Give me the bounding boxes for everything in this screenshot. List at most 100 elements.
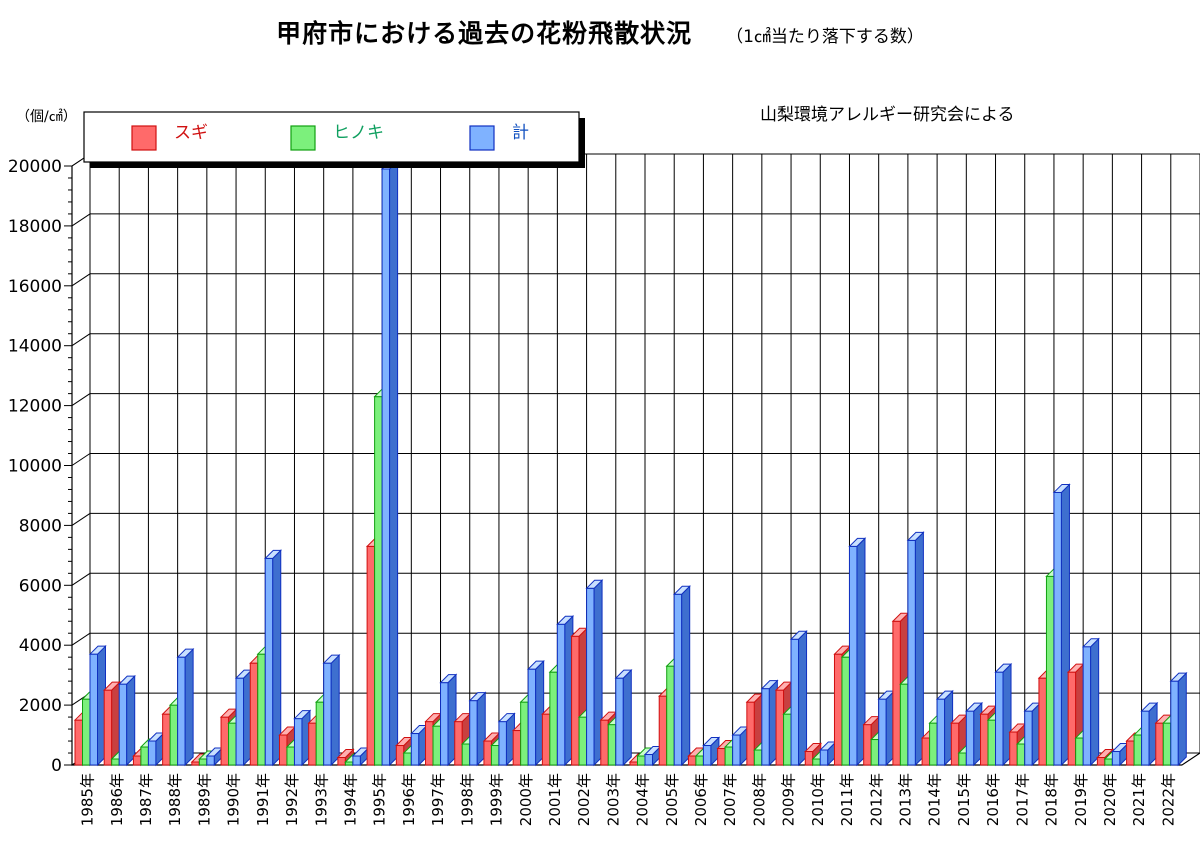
bar-top bbox=[556, 615, 575, 625]
bar-total-1997年 bbox=[439, 673, 458, 767]
bar-front bbox=[1162, 722, 1172, 766]
bar-total-2022年 bbox=[1169, 671, 1188, 767]
bar-front bbox=[541, 713, 551, 766]
bar-front bbox=[82, 698, 91, 766]
legend-box bbox=[83, 111, 580, 163]
bar-front bbox=[732, 734, 741, 766]
bar-front bbox=[870, 739, 880, 766]
bar-top bbox=[497, 713, 516, 723]
bar-front bbox=[461, 743, 471, 766]
x-tick-label: 1997年 bbox=[429, 773, 447, 826]
bar-top bbox=[1169, 672, 1188, 682]
bar-front bbox=[1126, 740, 1135, 766]
y-gridline-side bbox=[71, 393, 91, 407]
bar-side bbox=[914, 531, 924, 767]
y-tick-label: 6000 bbox=[19, 576, 62, 596]
bar-front bbox=[147, 740, 157, 766]
bar-front bbox=[432, 725, 442, 766]
bar-total-1996年 bbox=[410, 724, 429, 767]
bar-total-1998年 bbox=[468, 691, 487, 767]
bar-front bbox=[286, 746, 295, 766]
bar-front bbox=[673, 593, 683, 766]
bar-top bbox=[994, 663, 1013, 673]
bar-side bbox=[1177, 671, 1187, 767]
bar-top bbox=[439, 674, 458, 684]
x-tick-label: 1987年 bbox=[137, 773, 155, 826]
bar-front bbox=[374, 396, 383, 766]
bar-front bbox=[812, 758, 821, 766]
x-tick-label: 2017年 bbox=[1013, 773, 1031, 826]
y-tick-label: 4000 bbox=[19, 636, 62, 656]
x-tick-label: 2005年 bbox=[663, 773, 681, 826]
bar-top bbox=[526, 660, 545, 670]
legend-label-sugi: スギ bbox=[174, 123, 208, 143]
bar-front bbox=[929, 722, 938, 766]
x-tick-label: 2012年 bbox=[867, 773, 885, 826]
y-gridline-side bbox=[71, 632, 91, 646]
x-tick-label: 2015年 bbox=[955, 773, 973, 826]
bar-total-2001年 bbox=[556, 615, 575, 767]
bar-front bbox=[571, 635, 580, 766]
y-gridline-side bbox=[71, 273, 91, 287]
x-tick-label: 1990年 bbox=[225, 773, 243, 826]
bar-front bbox=[724, 746, 734, 766]
bar-top bbox=[804, 743, 822, 753]
bar-front bbox=[658, 695, 668, 766]
x-tick-label: 2020年 bbox=[1101, 773, 1119, 826]
bar-front bbox=[695, 755, 704, 766]
y-tick-label: 14000 bbox=[8, 337, 62, 357]
bar-top bbox=[906, 531, 925, 541]
bar-front bbox=[315, 701, 325, 766]
bar-front bbox=[512, 730, 522, 766]
x-tick-label: 2014年 bbox=[926, 773, 944, 826]
bar-front bbox=[278, 734, 288, 766]
bar-total-2016年 bbox=[994, 662, 1013, 767]
x-tick-label: 2016年 bbox=[984, 773, 1002, 826]
bar-front bbox=[615, 677, 624, 766]
bar-front bbox=[74, 719, 83, 766]
x-tick-label: 1991年 bbox=[254, 773, 272, 826]
x-tick-label: 2007年 bbox=[721, 773, 739, 826]
bar-top bbox=[848, 537, 867, 547]
bar-front bbox=[965, 710, 975, 766]
legend-swatch-hinoki bbox=[290, 125, 316, 151]
x-tick-label: 2018年 bbox=[1043, 773, 1061, 826]
bar-front bbox=[1038, 677, 1047, 766]
bar-total-2017年 bbox=[1023, 701, 1042, 767]
bar-front bbox=[1016, 743, 1026, 766]
bar-front bbox=[666, 665, 675, 766]
bar-top bbox=[1052, 483, 1071, 493]
bar-front bbox=[527, 668, 537, 766]
bar-front bbox=[169, 704, 179, 766]
bar-front bbox=[140, 746, 149, 766]
bar-total-1986年 bbox=[118, 674, 136, 767]
bar-front bbox=[753, 749, 763, 766]
bar-side bbox=[184, 647, 194, 767]
bar-front bbox=[921, 737, 931, 766]
bar-total-1988年 bbox=[176, 647, 195, 767]
y-tick-label: 2000 bbox=[19, 696, 62, 716]
bar-front bbox=[637, 755, 646, 766]
bar-front bbox=[132, 755, 142, 766]
bar-top bbox=[176, 648, 195, 658]
floor-edge bbox=[1181, 752, 1200, 766]
bar-front bbox=[249, 662, 259, 766]
bar-front bbox=[702, 745, 712, 766]
x-tick-label: 2002年 bbox=[575, 773, 593, 826]
bar-top bbox=[702, 737, 721, 747]
bar-total-1999年 bbox=[497, 712, 516, 767]
bar-front bbox=[607, 724, 617, 766]
bar-front bbox=[775, 689, 785, 766]
bar-front bbox=[761, 688, 770, 766]
bar-front bbox=[556, 623, 566, 766]
x-tick-label: 2019年 bbox=[1072, 773, 1090, 826]
bar-total-2015年 bbox=[965, 701, 984, 767]
x-tick-label: 1992年 bbox=[283, 773, 301, 826]
bar-front bbox=[819, 749, 829, 766]
y-gridline-side bbox=[71, 512, 91, 526]
bar-front bbox=[1082, 646, 1092, 766]
x-tick-label: 2008年 bbox=[750, 773, 768, 826]
bar-front bbox=[206, 755, 215, 766]
bar-front bbox=[1096, 757, 1106, 766]
bar-side bbox=[622, 668, 632, 767]
